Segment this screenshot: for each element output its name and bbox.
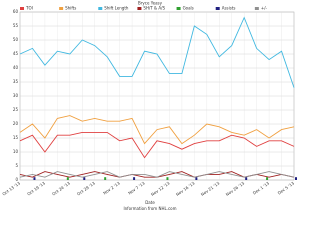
legend-swatch [59,7,64,10]
y-tick-label: 50 [13,37,19,42]
legend-swatch [98,7,103,10]
bar [295,177,297,180]
bar [66,177,69,180]
background [0,0,300,221]
x-axis-label: Date [145,200,155,205]
bar [266,177,269,180]
y-tick-label: 35 [13,79,19,84]
legend-swatch [20,7,24,10]
series-line [19,131,295,159]
series-line [19,115,295,145]
bar [33,177,36,180]
legend-swatch [254,7,259,10]
y-tick-label: 30 [13,93,19,98]
source-note: Information from NHL.com [123,206,176,211]
y-tick-label: 20 [13,121,19,126]
y-tick-label: 25 [13,107,19,112]
legend-label: Shifts [65,6,76,11]
bar [195,177,198,180]
legend-label: Goals [183,6,194,11]
series-line [19,16,295,88]
series-line [19,171,295,178]
y-tick-label: 15 [13,135,19,140]
bar [133,177,136,180]
chart: Bryce Yeasy Date Information from NHL.co… [0,0,300,221]
bar [245,177,248,180]
chart-title: Bryce Yeasy [138,1,163,6]
y-tick-label: 10 [13,149,19,154]
y-tick-label: 45 [13,51,19,56]
y-tick-label: 55 [13,23,19,28]
y-tick-label: 40 [13,65,19,70]
legend-swatch [137,7,142,10]
y-tick-label: 60 [13,9,19,14]
legend-label: Shift Length [104,6,129,11]
y-tick-label: 0 [15,177,18,182]
bar [104,177,107,180]
legend-label: SH/T & A/S [143,6,165,11]
legend-label: +/- [261,6,268,11]
bar [166,177,169,180]
legend-label: TOI [25,6,33,11]
legend-swatch [215,7,220,10]
y-tick-label: 5 [15,163,18,168]
legend-swatch [176,7,181,10]
bar [83,177,86,180]
legend-label: Assists [222,6,236,11]
